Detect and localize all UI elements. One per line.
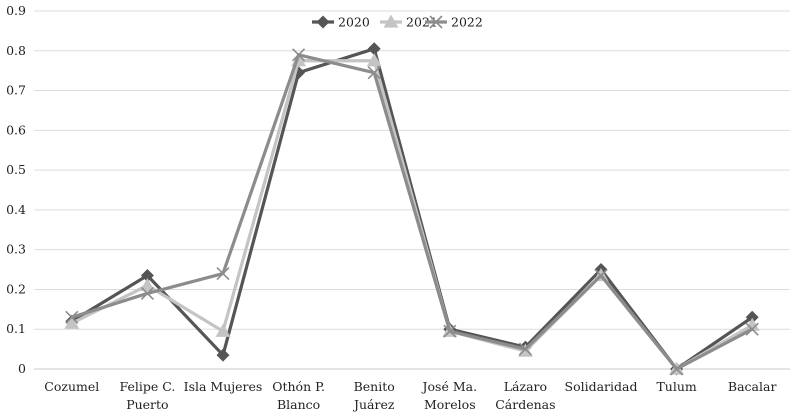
x-category-label-line: Puerto <box>126 397 168 412</box>
x-category-label: Cozumel <box>44 379 99 394</box>
y-tick-label: 0.3 <box>6 242 26 257</box>
x-category-label: José Ma. Morelos <box>421 379 478 412</box>
series-2020 <box>65 42 759 376</box>
x-marker-stroke <box>745 322 759 336</box>
series-lines <box>64 42 760 376</box>
y-tick-label: 0.5 <box>6 162 26 177</box>
data-point <box>215 323 231 337</box>
x-category-label-line: Othón P. <box>272 379 325 394</box>
x-marker-stroke <box>140 286 154 300</box>
y-tick-label: 0.2 <box>6 281 26 296</box>
x-marker-stroke <box>292 48 306 62</box>
data-point <box>292 48 306 62</box>
series-2022 <box>65 48 759 376</box>
x-marker-stroke <box>594 268 608 283</box>
x-category-label-line: José Ma. <box>421 379 478 394</box>
series-line <box>71 59 754 371</box>
legend-marker <box>429 15 443 29</box>
y-tick-label: 0.1 <box>6 321 26 336</box>
x-category-label: Felipe C. Puerto <box>119 379 175 412</box>
data-point <box>745 322 759 336</box>
x-category-label-line: Benito <box>354 379 395 394</box>
x-category-label-line: Isla Mujeres <box>184 379 263 394</box>
x-category-label: Tulum <box>656 379 696 394</box>
legend-item-2022: 2022 <box>425 15 483 30</box>
data-point <box>366 53 382 67</box>
data-point <box>744 317 760 331</box>
data-point <box>670 362 684 376</box>
x-category-label-line: Solidaridad <box>565 379 638 394</box>
data-point <box>140 286 154 300</box>
x-category-label: Benito Juárez <box>352 379 395 412</box>
x-marker-stroke <box>670 362 684 376</box>
legend-label: 2021 <box>406 15 438 30</box>
x-category-label-line: Morelos <box>424 397 476 412</box>
data-point <box>518 342 532 356</box>
x-category-label-line: Tulum <box>656 379 696 394</box>
data-point <box>140 269 154 283</box>
y-tick-label: 0.7 <box>6 83 26 98</box>
legend-item-2021: 2021 <box>380 14 438 30</box>
x-marker-stroke <box>443 324 457 338</box>
x-category-label-line: Bacalar <box>728 379 777 394</box>
legend-marker <box>383 14 399 28</box>
x-category-label-line: Lázaro <box>504 379 547 394</box>
y-axis-ticks: 0 0.1 0.2 0.3 0.4 0.5 0.6 0.7 0.8 0.9 <box>6 3 26 376</box>
x-category-label: Othón P. Blanco <box>272 379 325 412</box>
x-category-label-line: Felipe C. <box>119 379 175 394</box>
data-point <box>216 348 230 362</box>
y-tick-label: 0.8 <box>6 43 26 58</box>
legend-label: 2022 <box>451 15 483 30</box>
x-category-label: Isla Mujeres <box>184 379 263 394</box>
legend-marker <box>316 15 330 29</box>
y-tick-label: 0.4 <box>6 202 26 217</box>
legend-label: 2020 <box>338 15 370 30</box>
y-tick-label: 0 <box>18 361 26 376</box>
x-category-label-line: Juárez <box>352 397 395 412</box>
y-tick-label: 0.6 <box>6 122 26 137</box>
data-point <box>64 315 80 329</box>
x-marker-stroke <box>216 266 230 281</box>
x-category-label-line: Blanco <box>277 397 320 412</box>
series-line <box>71 53 753 371</box>
legend-item-2020: 2020 <box>312 15 370 30</box>
series-line <box>70 47 754 371</box>
x-category-label: Bacalar <box>728 379 777 394</box>
data-point <box>745 310 759 324</box>
data-point <box>367 66 381 80</box>
legend: 2020 2021 2022 <box>312 14 483 30</box>
x-category-label: Lázaro Cárdenas <box>495 379 555 412</box>
data-point <box>65 310 79 324</box>
x-axis-categories: Cozumel Felipe C. Puerto Isla Mujeres Othón … <box>44 379 776 412</box>
y-tick-label: 0.9 <box>6 3 26 18</box>
x-marker-stroke <box>429 15 443 29</box>
x-marker-stroke <box>65 310 79 324</box>
x-marker-stroke <box>518 342 532 356</box>
data-point <box>443 324 457 338</box>
data-point <box>139 277 155 292</box>
x-category-label-line: Cozumel <box>44 379 99 394</box>
data-point <box>594 268 608 283</box>
data-point <box>367 42 381 56</box>
x-marker-stroke <box>367 66 381 80</box>
series-2021 <box>64 53 760 375</box>
x-category-label: Solidaridad <box>565 379 638 394</box>
data-point <box>216 266 230 281</box>
x-category-label-line: Cárdenas <box>495 397 555 412</box>
